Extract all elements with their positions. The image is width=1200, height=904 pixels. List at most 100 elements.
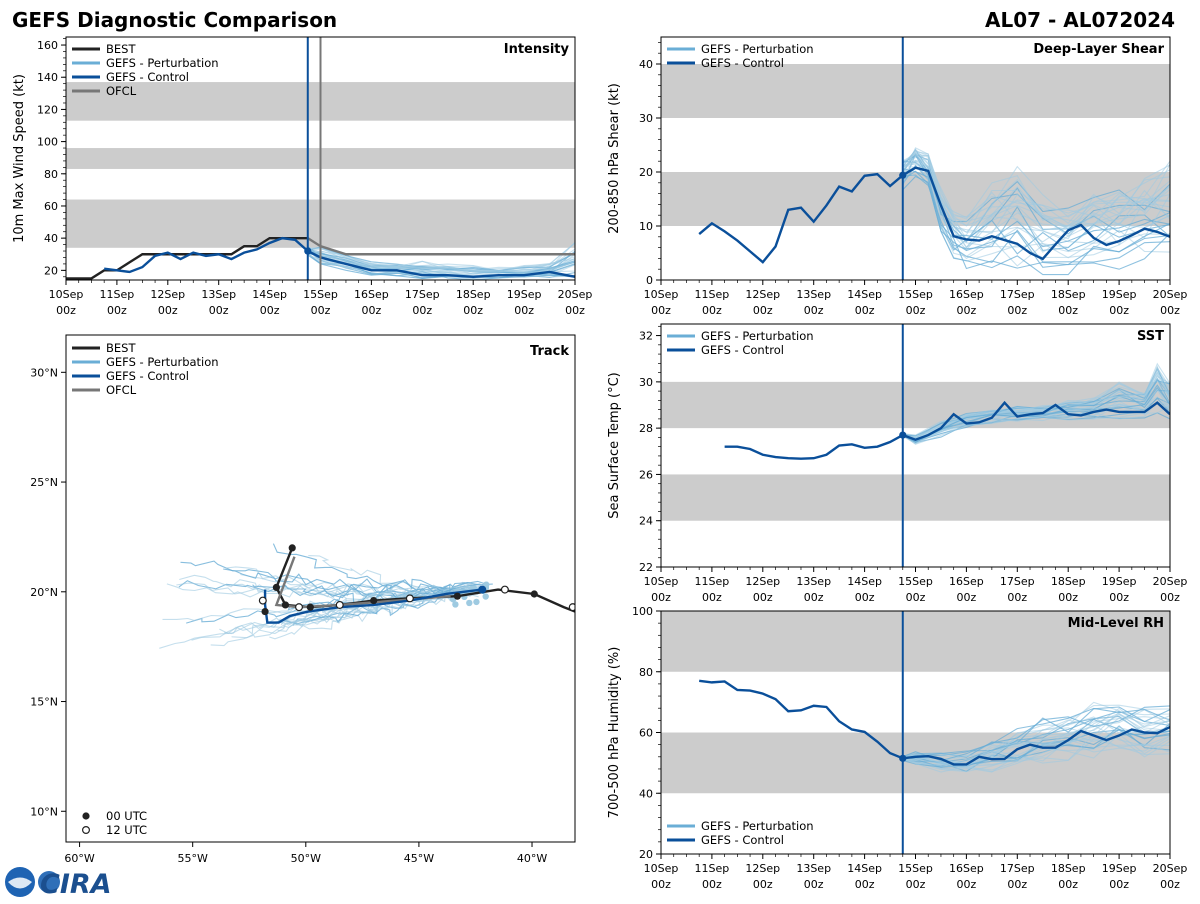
x-tick-date: 20Sep [1153,862,1188,875]
perturbation-track [272,543,488,594]
legend-label: GEFS - Control [701,56,784,70]
best-track-path [275,547,575,613]
x-tick-hour: 00z [1058,304,1078,317]
track-frame [65,334,576,843]
x-tick-hour: 00z [158,304,178,317]
x-tick-hour: 00z [362,304,382,317]
control-line [104,236,575,278]
x-tick-date: 19Sep [507,288,542,301]
init-point-marker [899,754,907,762]
perturbation-init-dot [452,601,459,608]
intensity-panel: 20 40 60 80 100 120 140 160 10Sep 00z 11Sep 00z 12Se… [12,36,592,317]
x-tick-hour: 00z [1109,591,1129,604]
x-tick-date: 13Sep [796,575,831,588]
perturbation-member-line [902,157,1170,248]
init-point-marker [899,431,907,439]
lat-tick-label: 30°N [30,366,58,379]
legend-label-12utc: 12 UTC [106,823,147,837]
x-tick-hour: 00z [855,304,875,317]
x-tick-date: 14Sep [847,862,882,875]
figure-title: GEFS Diagnostic Comparison [12,8,337,32]
x-tick-hour: 00z [906,591,926,604]
plot-area [661,362,1170,521]
plot-area [661,611,1170,794]
x-tick-date: 13Sep [796,862,831,875]
x-tick-hour: 00z [651,591,671,604]
noaa-logo-wave [8,877,32,889]
x-tick-hour: 00z [1109,304,1129,317]
x-tick-date: 10Sep [644,862,679,875]
legend-label: GEFS - Control [106,70,189,84]
y-tick-label: 32 [639,330,653,343]
perturbation-init-dot [466,599,473,607]
x-tick-hour: 00z [651,878,671,891]
legend-label: OFCL [106,84,137,98]
perturbation-member-line [902,735,1170,773]
y-tick-label: 26 [639,468,653,481]
x-tick-date: 12Sep [745,862,780,875]
y-tick-label: 60 [639,727,653,740]
y-axis-label: Sea Surface Temp (°C) [607,372,622,519]
x-tick-date: 13Sep [201,288,236,301]
y-tick-label: 40 [639,58,653,71]
perturbation-member-line [902,730,1170,768]
x-tick-date: 14Sep [847,575,882,588]
x-tick-hour: 00z [1058,591,1078,604]
x-tick-hour: 00z [702,878,722,891]
best-marker-00utc [272,583,280,592]
x-tick-date: 18Sep [1051,862,1086,875]
x-tick-date: 11Sep [100,288,135,301]
x-tick-hour: 00z [753,591,773,604]
x-tick-hour: 00z [1160,304,1180,317]
y-tick-label: 80 [44,168,58,181]
x-tick-date: 12Sep [150,288,185,301]
plot-area [661,64,1170,276]
perturbation-member-line [902,150,1170,237]
y-axis-label: 10m Max Wind Speed (kt) [12,74,27,243]
x-tick-hour: 00z [906,304,926,317]
x-tick-hour: 00z [1160,591,1180,604]
x-tick-date: 17Sep [1000,862,1035,875]
x-tick-date: 19Sep [1102,575,1137,588]
control-line [699,679,1170,766]
y-tick-label: 10 [639,220,653,233]
ofcl-line [307,237,575,256]
y-tick-label: 60 [44,200,58,213]
best-marker-00utc [306,603,314,611]
x-tick-date: 15Sep [898,288,933,301]
x-tick-date: 10Sep [644,288,679,301]
cira-logo: CIRA [5,867,112,900]
perturbation-member-line [902,716,1170,761]
y-axis-label: 200-850 hPa Shear (kt) [607,83,622,234]
legend-label: GEFS - Control [701,833,784,847]
x-tick-date: 16Sep [354,288,389,301]
x-tick-hour: 00z [957,878,977,891]
y-tick-label: 40 [44,232,58,245]
perturbation-track [179,574,472,602]
x-tick-hour: 00z [702,304,722,317]
y-tick-label: 100 [37,136,58,149]
x-tick-hour: 00z [565,304,585,317]
y-tick-label: 120 [37,103,58,116]
lat-tick-label: 15°N [30,696,58,709]
best-marker-12utc [405,594,414,603]
x-tick-hour: 00z [753,304,773,317]
y-tick-label: 20 [639,848,653,861]
track-legend-label: OFCL [106,383,137,397]
legend-label: GEFS - Control [701,343,784,357]
lon-tick-label: 55°W [177,852,207,865]
best-marker-00utc [453,592,461,600]
x-tick-hour: 00z [753,878,773,891]
x-tick-hour: 00z [311,304,331,317]
threshold-band [661,172,1170,226]
x-tick-date: 14Sep [847,288,882,301]
panel-title: Intensity [504,42,570,57]
x-tick-hour: 00z [412,304,432,317]
x-tick-date: 16Sep [949,862,984,875]
threshold-band [661,64,1170,118]
lon-tick-label: 60°W [64,852,94,865]
y-tick-label: 24 [639,515,653,528]
x-tick-hour: 00z [957,304,977,317]
best-marker-12utc [335,600,344,609]
